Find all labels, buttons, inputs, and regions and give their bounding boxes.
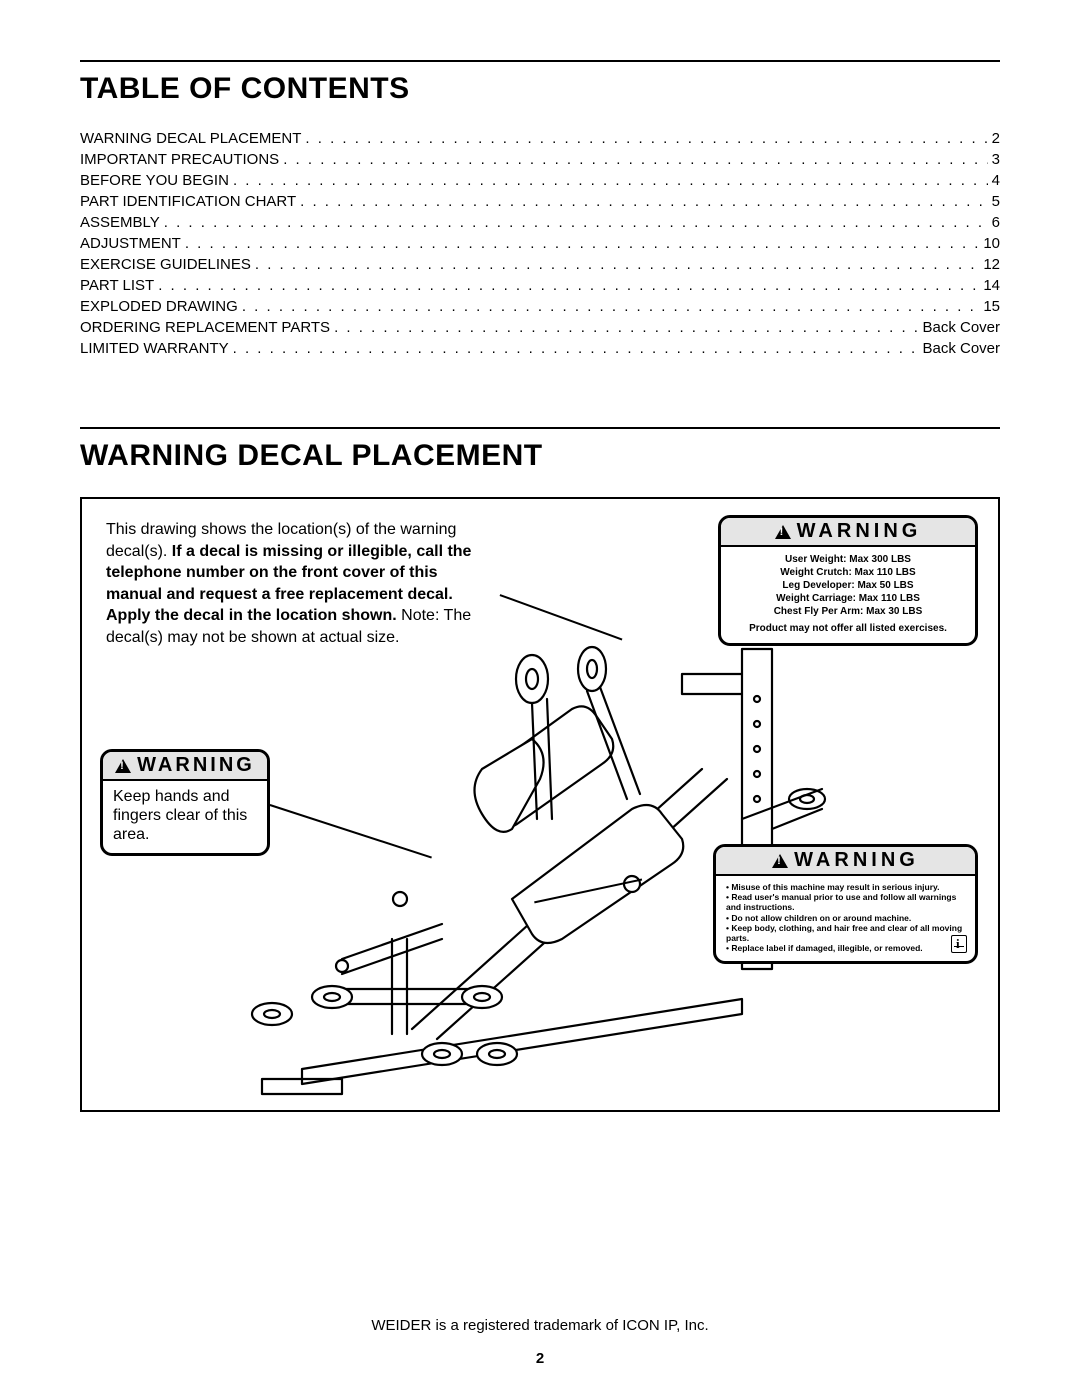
- decal-heading: WARNING DECAL PLACEMENT: [80, 439, 1000, 473]
- toc-leader-dots: [233, 340, 919, 357]
- toc-label: EXERCISE GUIDELINES: [80, 256, 251, 273]
- toc-leader-dots: [164, 214, 988, 231]
- toc-row: ASSEMBLY 6: [80, 214, 1000, 231]
- toc-heading: TABLE OF CONTENTS: [80, 72, 1000, 106]
- toc-page-number: 10: [983, 235, 1000, 252]
- toc-row: PART IDENTIFICATION CHART 5: [80, 193, 1000, 210]
- toc-leader-dots: [300, 193, 988, 210]
- toc-leader-dots: [334, 319, 918, 336]
- toc-page-number: 3: [992, 151, 1000, 168]
- page-number: 2: [0, 1350, 1080, 1367]
- toc-leader-dots: [242, 298, 980, 315]
- safety-bullet: Do not allow children on or around machi…: [726, 913, 965, 923]
- manual-page: TABLE OF CONTENTS WARNING DECAL PLACEMEN…: [0, 0, 1080, 1397]
- spec-line: Weight Carriage: Max 110 LBS: [731, 592, 965, 605]
- toc-row: ORDERING REPLACEMENT PARTS Back Cover: [80, 319, 1000, 336]
- safety-bullet: Replace label if damaged, illegible, or …: [726, 943, 965, 953]
- safety-bullet: Misuse of this machine may result in ser…: [726, 882, 965, 892]
- toc-leader-dots: [255, 256, 979, 273]
- spec-line: User Weight: Max 300 LBS: [731, 553, 965, 566]
- toc-label: LIMITED WARRANTY: [80, 340, 229, 357]
- warning-decal-specs: WARNING User Weight: Max 300 LBSWeight C…: [718, 515, 978, 646]
- spec-line: Chest Fly Per Arm: Max 30 LBS: [731, 605, 965, 618]
- safety-bullet-list: Misuse of this machine may result in ser…: [726, 882, 965, 953]
- toc-row: PART LIST 14: [80, 277, 1000, 294]
- toc-label: EXPLODED DRAWING: [80, 298, 238, 315]
- toc-row: ADJUSTMENT 10: [80, 235, 1000, 252]
- toc-leader-dots: [233, 172, 988, 189]
- toc-label: ASSEMBLY: [80, 214, 160, 231]
- warning-word: WARNING: [794, 849, 919, 872]
- spec-line: Leg Developer: Max 50 LBS: [731, 579, 965, 592]
- page-footer: WEIDER is a registered trademark of ICON…: [0, 1317, 1080, 1367]
- warning-triangle-icon: [775, 525, 791, 539]
- decal-header: WARNING: [103, 752, 267, 781]
- toc-leader-dots: [305, 130, 987, 147]
- warning-decal-hands: WARNING Keep hands and fingers clear of …: [100, 749, 270, 856]
- toc-page-number: 14: [983, 277, 1000, 294]
- warning-decal-safety: WARNING Misuse of this machine may resul…: [713, 844, 978, 964]
- warning-word: WARNING: [797, 520, 922, 543]
- toc-leader-dots: [158, 277, 979, 294]
- toc-row: EXPLODED DRAWING 15: [80, 298, 1000, 315]
- toc-label: ORDERING REPLACEMENT PARTS: [80, 319, 330, 336]
- toc-row: WARNING DECAL PLACEMENT 2: [80, 130, 1000, 147]
- toc-row: EXERCISE GUIDELINES 12: [80, 256, 1000, 273]
- toc-label: IMPORTANT PRECAUTIONS: [80, 151, 279, 168]
- toc-page-number: 15: [983, 298, 1000, 315]
- decal-body: Keep hands and fingers clear of this are…: [103, 781, 267, 853]
- safety-bullet: Read user's manual prior to use and foll…: [726, 892, 965, 912]
- toc-leader-dots: [185, 235, 979, 252]
- horizontal-rule: [80, 60, 1000, 62]
- manual-info-icon: [951, 935, 967, 953]
- decal-body: Misuse of this machine may result in ser…: [716, 876, 975, 961]
- trademark-notice: WEIDER is a registered trademark of ICON…: [0, 1317, 1080, 1334]
- toc-page-number: 5: [992, 193, 1000, 210]
- spec-note: Product may not offer all listed exercis…: [731, 622, 965, 635]
- toc-page-number: Back Cover: [922, 340, 1000, 357]
- toc-page-number: 2: [992, 130, 1000, 147]
- toc-row: IMPORTANT PRECAUTIONS 3: [80, 151, 1000, 168]
- spec-line: Weight Crutch: Max 110 LBS: [731, 566, 965, 579]
- safety-bullet: Keep body, clothing, and hair free and c…: [726, 923, 965, 943]
- table-of-contents: WARNING DECAL PLACEMENT 2 IMPORTANT PRECAU…: [80, 130, 1000, 357]
- intro-paragraph: This drawing shows the location(s) of th…: [106, 519, 486, 649]
- warning-triangle-icon: [772, 854, 788, 868]
- decal-header: WARNING: [721, 518, 975, 547]
- toc-page-number: 4: [992, 172, 1000, 189]
- decal-header: WARNING: [716, 847, 975, 876]
- toc-label: BEFORE YOU BEGIN: [80, 172, 229, 189]
- warning-word: WARNING: [137, 754, 255, 777]
- diagram-container: This drawing shows the location(s) of th…: [80, 497, 1000, 1112]
- toc-label: WARNING DECAL PLACEMENT: [80, 130, 301, 147]
- leader-line: [500, 595, 623, 641]
- decal-body: User Weight: Max 300 LBSWeight Crutch: M…: [721, 547, 975, 643]
- toc-label: ADJUSTMENT: [80, 235, 181, 252]
- toc-page-number: 12: [983, 256, 1000, 273]
- warning-triangle-icon: [115, 759, 131, 773]
- toc-page-number: Back Cover: [922, 319, 1000, 336]
- horizontal-rule: [80, 427, 1000, 429]
- toc-label: PART LIST: [80, 277, 154, 294]
- toc-label: PART IDENTIFICATION CHART: [80, 193, 296, 210]
- toc-row: LIMITED WARRANTY Back Cover: [80, 340, 1000, 357]
- toc-leader-dots: [283, 151, 987, 168]
- toc-page-number: 6: [992, 214, 1000, 231]
- toc-row: BEFORE YOU BEGIN 4: [80, 172, 1000, 189]
